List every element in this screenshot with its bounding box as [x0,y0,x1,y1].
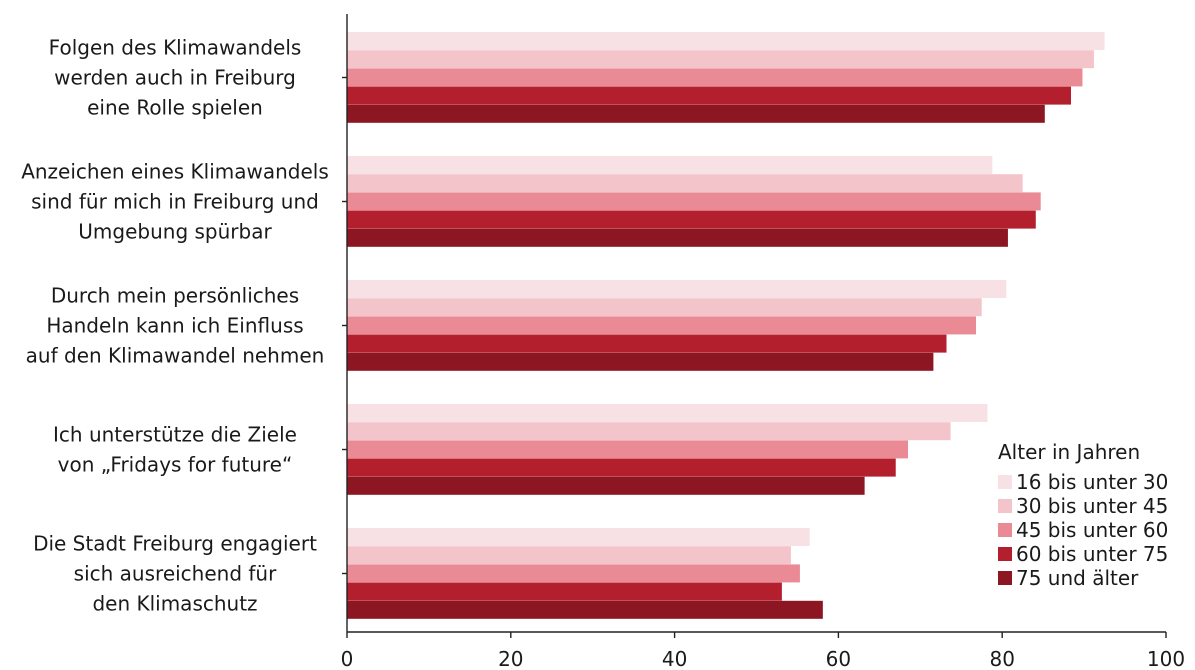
axes: 0 20 40 60 80 100 [341,14,1185,670]
x-tick-label-80: 80 [989,647,1014,670]
bar-3-5 [347,352,934,371]
bar-3-1 [347,280,1007,298]
x-tick-label-20: 20 [498,647,523,670]
bar-4-1 [347,404,988,422]
bar-5-5 [347,600,823,619]
bar-4-4 [347,458,896,477]
bar-2-4 [347,210,1036,229]
bar-1-5 [347,104,1045,123]
bar-2-1 [347,156,993,174]
category-label-5: Die Stadt Freiburg engagiert sich ausreic… [33,532,317,616]
legend-swatch-1 [998,475,1012,489]
legend-label-4: 60 bis unter 75 [1016,542,1168,566]
bar-2-2 [347,174,1023,193]
bar-4-5 [347,476,865,495]
category-label-3: Durch mein persönliches Handeln kann ich … [26,284,325,368]
bar-1-2 [347,50,1094,69]
bar-2-3 [347,192,1041,211]
legend-swatch-2 [998,499,1012,513]
legend-label-3: 45 bis unter 60 [1016,518,1168,542]
bar-1-1 [347,32,1105,50]
legend-label-5: 75 und älter [1016,566,1139,590]
bar-2-5 [347,228,1008,247]
legend-title: Alter in Jahren [998,440,1140,464]
legend-label-2: 30 bis unter 45 [1016,494,1168,518]
x-tick-label-100: 100 [1147,647,1185,670]
legend-swatch-5 [998,571,1012,585]
legend-swatch-4 [998,547,1012,561]
bar-layer [347,32,1105,619]
x-tick-label-40: 40 [662,647,687,670]
bar-3-4 [347,334,947,353]
category-label-4: Ich unterstütze die Ziele von „Fridays fo… [53,423,297,477]
legend-swatch-3 [998,523,1012,537]
category-labels: Folgen des Klimawandels werden auch in Fr… [21,36,329,616]
bar-5-2 [347,546,791,565]
x-tick-label-0: 0 [341,647,354,670]
category-label-2: Anzeichen eines Klimawandels sind für mic… [21,160,329,244]
bar-5-3 [347,564,800,583]
bar-1-3 [347,68,1083,87]
bar-4-3 [347,440,909,459]
bar-3-3 [347,316,976,335]
legend-label-1: 16 bis unter 30 [1016,470,1168,494]
x-tick-label-60: 60 [826,647,851,670]
bar-1-4 [347,86,1071,105]
bar-5-4 [347,582,782,601]
bar-5-1 [347,528,810,546]
bar-3-2 [347,298,982,317]
bar-4-2 [347,422,951,441]
category-label-1: Folgen des Klimawandels werden auch in Fr… [49,36,302,120]
